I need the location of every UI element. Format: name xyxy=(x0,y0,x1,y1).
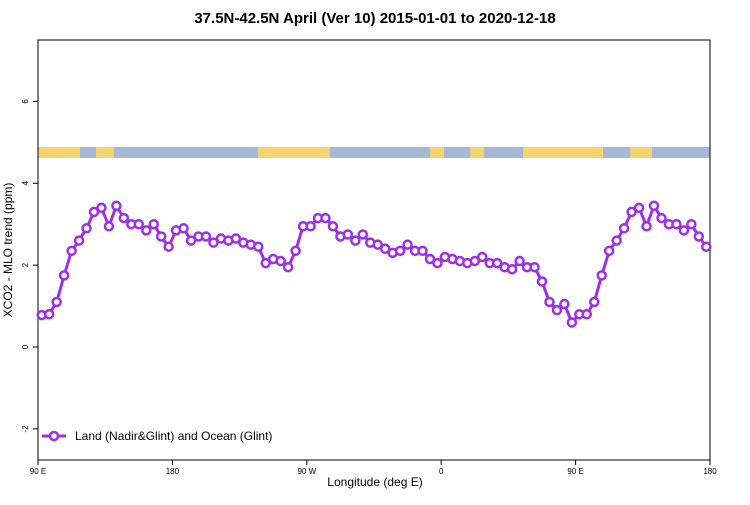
chart-title: 37.5N-42.5N April (Ver 10) 2015-01-01 to… xyxy=(194,10,555,27)
data-point xyxy=(559,298,570,310)
data-point xyxy=(320,212,331,224)
data-point xyxy=(290,245,301,257)
data-point xyxy=(551,304,563,316)
data-point xyxy=(589,296,600,308)
data-point xyxy=(596,270,607,281)
y-tick-label: 2 xyxy=(21,262,30,267)
data-point xyxy=(88,206,100,218)
data-point xyxy=(342,229,354,240)
data-point xyxy=(544,296,555,308)
x-tick-label: 90 E xyxy=(30,467,46,476)
data-point xyxy=(603,245,615,257)
data-point xyxy=(536,276,548,287)
data-point xyxy=(693,231,705,242)
data-point xyxy=(701,241,712,252)
data-point xyxy=(394,245,406,257)
data-point xyxy=(656,212,667,224)
data-point xyxy=(282,261,294,273)
data-point xyxy=(402,239,413,250)
data-point xyxy=(417,245,428,257)
legend: Land (Nadir&Glint) and Ocean (Glint) xyxy=(42,429,272,443)
y-tick-label: 6 xyxy=(21,99,30,104)
data-point xyxy=(66,245,77,257)
data-point xyxy=(305,221,316,232)
data-point xyxy=(581,309,593,320)
data-point xyxy=(671,218,682,230)
data-point xyxy=(148,218,159,230)
data-point xyxy=(686,218,697,230)
legend-marker xyxy=(48,430,60,442)
data-point xyxy=(103,221,115,232)
data-point xyxy=(566,317,578,328)
data-point xyxy=(327,221,339,232)
data-point xyxy=(372,239,383,250)
data-point xyxy=(163,241,174,252)
data-point xyxy=(81,223,92,234)
data-point xyxy=(618,223,630,234)
data-point xyxy=(230,233,242,244)
data-point xyxy=(432,257,443,269)
data-point xyxy=(133,218,145,230)
data-point xyxy=(424,253,436,265)
x-tick-label: 90 W xyxy=(297,467,316,476)
data-point xyxy=(208,237,219,248)
data-point xyxy=(275,255,286,267)
data-point xyxy=(626,206,637,218)
data-point xyxy=(491,257,503,269)
data-point xyxy=(185,235,197,246)
x-tick-label: 180 xyxy=(703,467,717,476)
data-point xyxy=(96,202,107,214)
legend-label: Land (Nadir&Glint) and Ocean (Glint) xyxy=(75,429,272,443)
data-point xyxy=(73,235,85,246)
data-point xyxy=(633,202,645,214)
data-point xyxy=(641,221,652,232)
y-tick-label: 4 xyxy=(21,181,30,186)
data-point xyxy=(514,255,525,267)
y-tick-label: 0 xyxy=(21,344,30,349)
data-point xyxy=(141,225,152,236)
map-strip xyxy=(38,147,710,158)
data-point xyxy=(43,309,55,320)
data-point xyxy=(379,243,391,255)
y-axis-label: XCO2 - MLO trend (ppm) xyxy=(1,183,15,318)
data-point xyxy=(178,223,189,234)
data-point xyxy=(260,257,271,269)
x-tick-label: 180 xyxy=(166,467,180,476)
data-point xyxy=(678,225,690,236)
data-point xyxy=(155,231,167,242)
data-point xyxy=(111,200,122,212)
data-point xyxy=(529,261,540,273)
data-point xyxy=(350,235,361,246)
data-point xyxy=(51,296,62,308)
data-point xyxy=(648,200,660,212)
data-point xyxy=(506,263,518,275)
x-tick-label: 90 E xyxy=(567,467,583,476)
data-point xyxy=(469,255,481,267)
x-axis-label: Longitude (deg E) xyxy=(327,475,422,489)
data-point xyxy=(253,241,264,252)
data-point xyxy=(58,270,70,281)
y-tick-label: -2 xyxy=(21,425,30,433)
data-point xyxy=(611,235,622,246)
data-point xyxy=(477,251,488,263)
data-point xyxy=(118,212,130,224)
data-point xyxy=(200,231,212,242)
x-tick-label: 0 xyxy=(439,467,444,476)
data-point xyxy=(357,229,369,240)
